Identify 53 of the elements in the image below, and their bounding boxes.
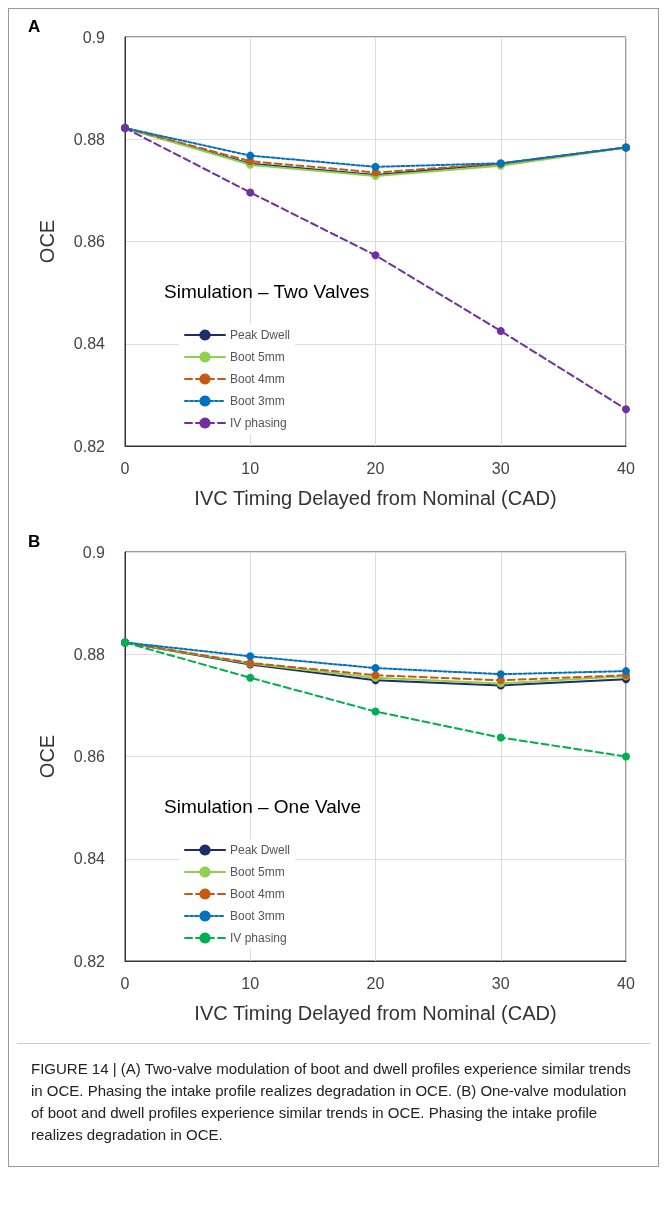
- x-tick-label: 10: [241, 459, 260, 477]
- x-axis-title: IVC Timing Delayed from Nominal (CAD): [194, 1002, 557, 1024]
- x-tick-label: 0: [120, 459, 130, 477]
- legend-label: IV phasing: [230, 931, 287, 945]
- legend-label: IV phasing: [230, 416, 287, 430]
- legend-label: Boot 4mm: [230, 887, 285, 901]
- x-tick-label: 40: [617, 974, 635, 992]
- point: [371, 162, 380, 171]
- x-tick-label: 20: [366, 459, 385, 477]
- caption: FIGURE 14 | (A) Two-valve modulation of boot and dwell profiles experience similar trends in OCE. Phasing the intake profile realizes degradation in OCE. (B) One-valve modulation of boot and dwell profiles experience similar trends in OCE. Phasing the intake profile realizes degradation in OCE.: [17, 1043, 650, 1166]
- legend-label: Boot 3mm: [230, 394, 285, 408]
- legend-label: Boot 4mm: [230, 372, 285, 386]
- y-axis-title: OCE: [36, 734, 58, 779]
- point: [371, 664, 380, 673]
- legend-title: Simulation – Two Valves: [164, 281, 370, 302]
- legend-label: Boot 3mm: [230, 909, 285, 923]
- legend-title: Simulation – One Valve: [164, 796, 362, 817]
- point: [622, 405, 630, 414]
- x-tick-label: 10: [241, 974, 260, 992]
- point: [246, 188, 255, 197]
- point: [622, 752, 630, 761]
- point: [496, 670, 505, 679]
- y-tick-label: 0.9: [82, 543, 106, 561]
- point: [246, 673, 255, 682]
- point: [622, 667, 630, 676]
- point: [496, 733, 505, 742]
- y-tick-label: 0.84: [73, 850, 106, 868]
- point: [371, 707, 380, 716]
- y-tick-label: 0.82: [73, 437, 106, 455]
- y-axis-title: OCE: [36, 219, 58, 264]
- x-axis-title: IVC Timing Delayed from Nominal (CAD): [194, 487, 557, 509]
- point: [371, 251, 380, 260]
- y-tick-label: 0.86: [73, 233, 106, 250]
- legend-label: Boot 5mm: [230, 865, 285, 879]
- y-tick-label: 0.82: [73, 952, 106, 970]
- chart-title: B: [28, 532, 41, 551]
- y-tick-label: 0.88: [73, 130, 106, 148]
- legend-label: Peak Dwell: [230, 328, 291, 342]
- y-tick-label: 0.84: [73, 335, 106, 353]
- point: [496, 326, 505, 335]
- point: [246, 151, 255, 160]
- y-tick-label: 0.86: [73, 748, 106, 765]
- y-tick-label: 0.88: [73, 645, 106, 663]
- chart-title: A: [28, 17, 41, 36]
- x-tick-label: 30: [491, 974, 510, 992]
- x-tick-label: 0: [120, 974, 130, 992]
- x-tick-label: 20: [366, 974, 385, 992]
- y-tick-label: 0.9: [82, 28, 106, 46]
- point: [246, 652, 255, 661]
- legend-label: Boot 5mm: [230, 350, 285, 364]
- x-tick-label: 40: [617, 459, 635, 477]
- x-tick-label: 30: [491, 459, 510, 477]
- legend-label: Peak Dwell: [230, 843, 291, 857]
